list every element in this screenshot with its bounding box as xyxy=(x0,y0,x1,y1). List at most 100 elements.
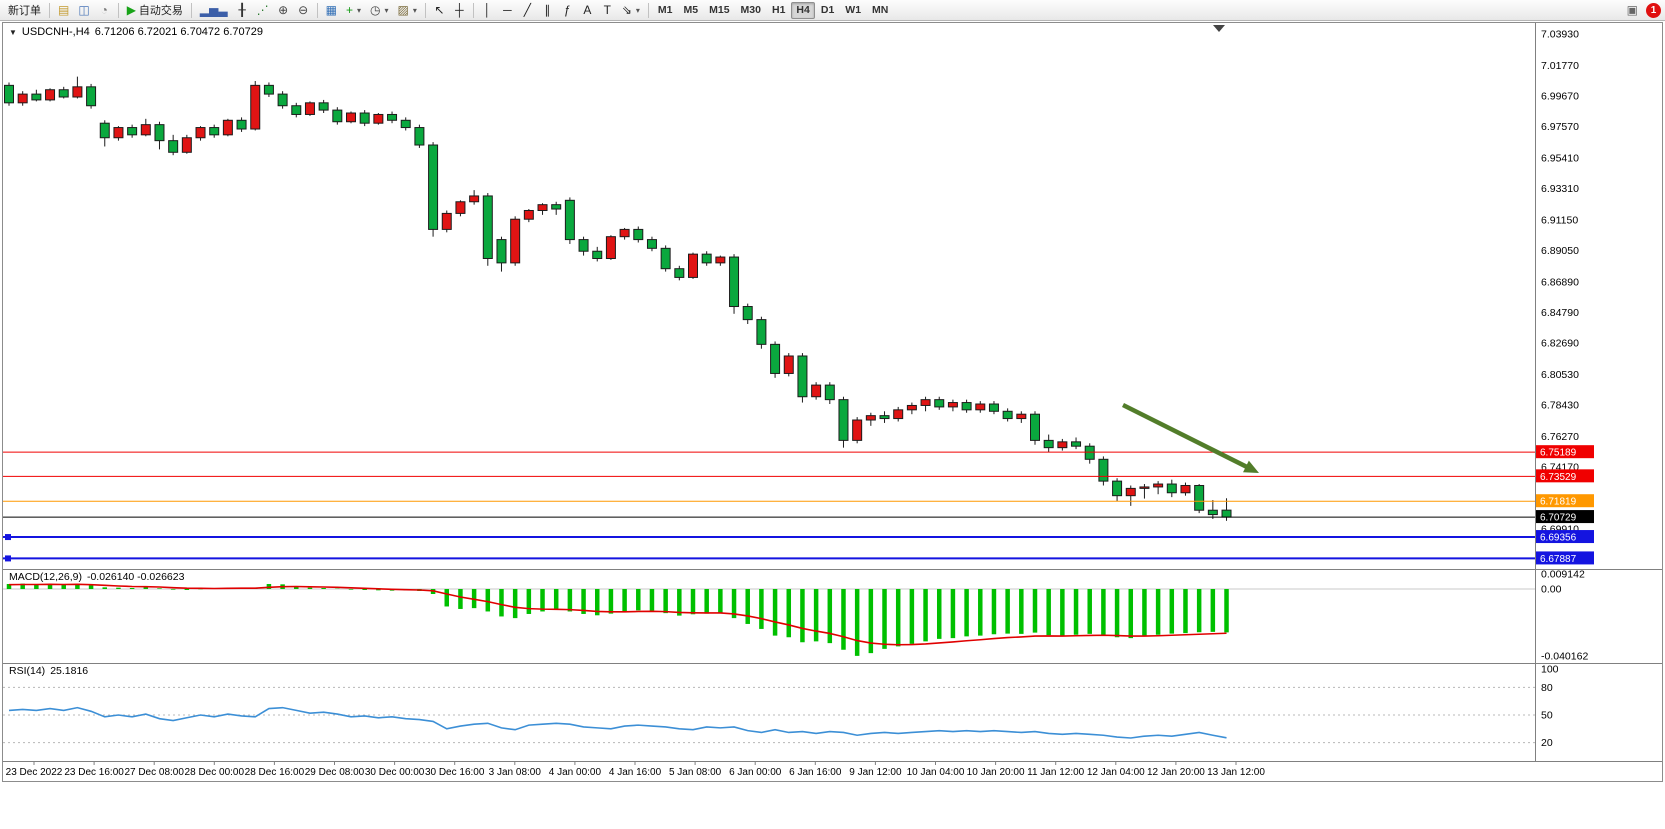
candle-body xyxy=(469,195,480,203)
candle-body xyxy=(742,306,753,321)
terminal-button[interactable]: ◔ xyxy=(95,1,114,20)
timeframe-button-w1[interactable]: W1 xyxy=(845,4,862,16)
macd-axis-label: 0.009142 xyxy=(1541,568,1585,580)
alerts-button[interactable]: ▣ xyxy=(1623,1,1642,20)
trend-arrow[interactable] xyxy=(1121,402,1249,470)
trendline-button[interactable]: ╱ xyxy=(518,1,537,20)
equidistant-channel-button[interactable]: ∥ xyxy=(538,1,557,20)
line-chart-icon: ⋰ xyxy=(256,3,269,17)
arrows-shapes-button[interactable]: ⇘ ▾ xyxy=(618,1,644,20)
candle-body xyxy=(756,319,767,345)
chart-canvas[interactable]: 7.03930 7.01770 6.99670 6.97570 6.95410 6.933… xyxy=(3,23,1662,781)
date-label: 6 Jan 00:00 xyxy=(729,767,782,778)
vertical-line-button[interactable]: │ xyxy=(478,1,497,20)
rsi-axis-label: 20 xyxy=(1541,737,1553,749)
timeframe-button-m30[interactable]: M30 xyxy=(740,4,761,16)
equidistant-channel-icon: ∥ xyxy=(544,3,551,17)
date-label: 11 Jan 12:00 xyxy=(1027,767,1085,778)
candle-body xyxy=(906,404,917,411)
candle-body xyxy=(523,209,534,220)
price-axis-label: 6.78430 xyxy=(1541,400,1579,412)
auto-trading-button[interactable]: ▶ 自动交易 xyxy=(123,1,187,20)
price-tag-label: 6.71819 xyxy=(1540,497,1577,508)
bar-chart-button[interactable]: ▂▅▃ xyxy=(196,1,232,20)
candle-body xyxy=(961,402,972,411)
macd-signal-line xyxy=(8,583,1227,646)
text-label-button[interactable]: T xyxy=(598,1,617,20)
candle-body xyxy=(592,250,603,260)
date-label: 30 Dec 16:00 xyxy=(425,767,485,778)
candle-body xyxy=(455,201,466,214)
timeframe-button-h1[interactable]: H1 xyxy=(771,4,786,16)
candle-body xyxy=(824,384,835,401)
notification-badge[interactable]: 1 xyxy=(1646,2,1661,18)
chart-window-icon: ◫ xyxy=(78,3,90,17)
candle-body xyxy=(1030,413,1040,441)
price-tag-label: 6.69356 xyxy=(1540,533,1577,544)
toolbar-separator xyxy=(190,2,192,18)
toolbar-separator xyxy=(472,2,474,18)
crosshair-button[interactable]: ┼ xyxy=(450,1,469,20)
dropdown-caret-icon: ▾ xyxy=(356,5,361,15)
date-label: 12 Jan 04:00 xyxy=(1087,767,1145,778)
toolbar-separator xyxy=(316,2,318,18)
timeframe-button-h4[interactable]: H4 xyxy=(791,1,815,19)
tile-windows-button[interactable]: ▦ xyxy=(322,1,341,20)
timeframe-button-m1[interactable]: M1 xyxy=(657,4,673,16)
zoom-out-button[interactable]: ⊖ xyxy=(294,1,313,20)
cursor-button[interactable]: ↖ xyxy=(430,1,449,20)
horizontal-line-button[interactable]: ─ xyxy=(498,1,517,20)
terminal-icon: ◔ xyxy=(100,3,108,17)
timeframe-button-mn[interactable]: MN xyxy=(872,4,889,16)
auto-trading-icon: ▶ xyxy=(126,3,136,17)
candle-body xyxy=(879,415,890,420)
fibonacci-button[interactable]: ƒ xyxy=(558,1,577,20)
timeframe-button-m15[interactable]: M15 xyxy=(709,4,730,16)
timeframe-button-m5[interactable]: M5 xyxy=(683,4,699,16)
candle-body xyxy=(346,112,356,123)
candle-body xyxy=(688,253,698,278)
periods-icon: ◷ xyxy=(369,3,381,17)
date-label: 12 Jan 20:00 xyxy=(1147,767,1205,778)
new-order-button[interactable]: 新订单 xyxy=(4,1,45,20)
dropdown-caret-icon: ▾ xyxy=(412,5,417,15)
chart-shift-marker-icon[interactable] xyxy=(1213,25,1225,32)
text-button[interactable]: A xyxy=(578,1,597,20)
candle-body xyxy=(1221,509,1232,518)
candlestick-chart-button[interactable]: ╂ xyxy=(233,1,252,20)
toolbar-separator xyxy=(424,2,426,18)
candle-body xyxy=(236,119,247,130)
candle-body xyxy=(318,102,329,111)
indicators-button[interactable]: + ▾ xyxy=(342,1,365,20)
candle-body xyxy=(934,399,945,408)
candle-body xyxy=(660,247,671,270)
toolbar-separator xyxy=(117,2,119,18)
candle-body xyxy=(865,415,876,421)
candle-body xyxy=(510,218,521,264)
macd-axis-label: -0.040162 xyxy=(1541,650,1588,662)
toolbar-items: 新订单 ▤ ◫ ◔ ▶ 自动交易 ▂▅▃ ╂ ⋰ ⊕ ⊖ ▦ + ▾ ◷ ▾ ▨ ▾ ↖ ┼ │ ─ ╱ ∥ ƒ A T ⇘ ▾ M1 M5… xyxy=(4,1,1623,20)
market-watch-button[interactable]: ▤ xyxy=(54,1,73,20)
periods-button[interactable]: ◷ ▾ xyxy=(366,1,393,20)
zoom-out-icon: ⊖ xyxy=(298,3,309,17)
date-label: 13 Jan 12:00 xyxy=(1207,767,1265,778)
bar-chart-icon: ▂▅▃ xyxy=(199,3,228,17)
zoom-in-button[interactable]: ⊕ xyxy=(274,1,293,20)
timeframe-button-d1[interactable]: D1 xyxy=(820,4,835,16)
candle-body xyxy=(783,355,794,374)
hline-anchor-handle[interactable] xyxy=(5,555,11,562)
templates-button[interactable]: ▨ ▾ xyxy=(393,1,420,20)
candle-body xyxy=(729,256,740,308)
candle-body xyxy=(58,89,69,98)
candle-body xyxy=(715,256,726,264)
price-axis-label: 6.82690 xyxy=(1541,338,1579,350)
hline-anchor-handle[interactable] xyxy=(5,534,11,541)
crosshair-icon: ┼ xyxy=(455,3,464,17)
candle-body xyxy=(838,399,849,441)
price-tag xyxy=(1536,469,1594,483)
candle-body xyxy=(496,239,507,264)
chart-window-button[interactable]: ◫ xyxy=(74,1,93,20)
candle-body xyxy=(1153,483,1164,488)
line-chart-button[interactable]: ⋰ xyxy=(253,1,273,20)
